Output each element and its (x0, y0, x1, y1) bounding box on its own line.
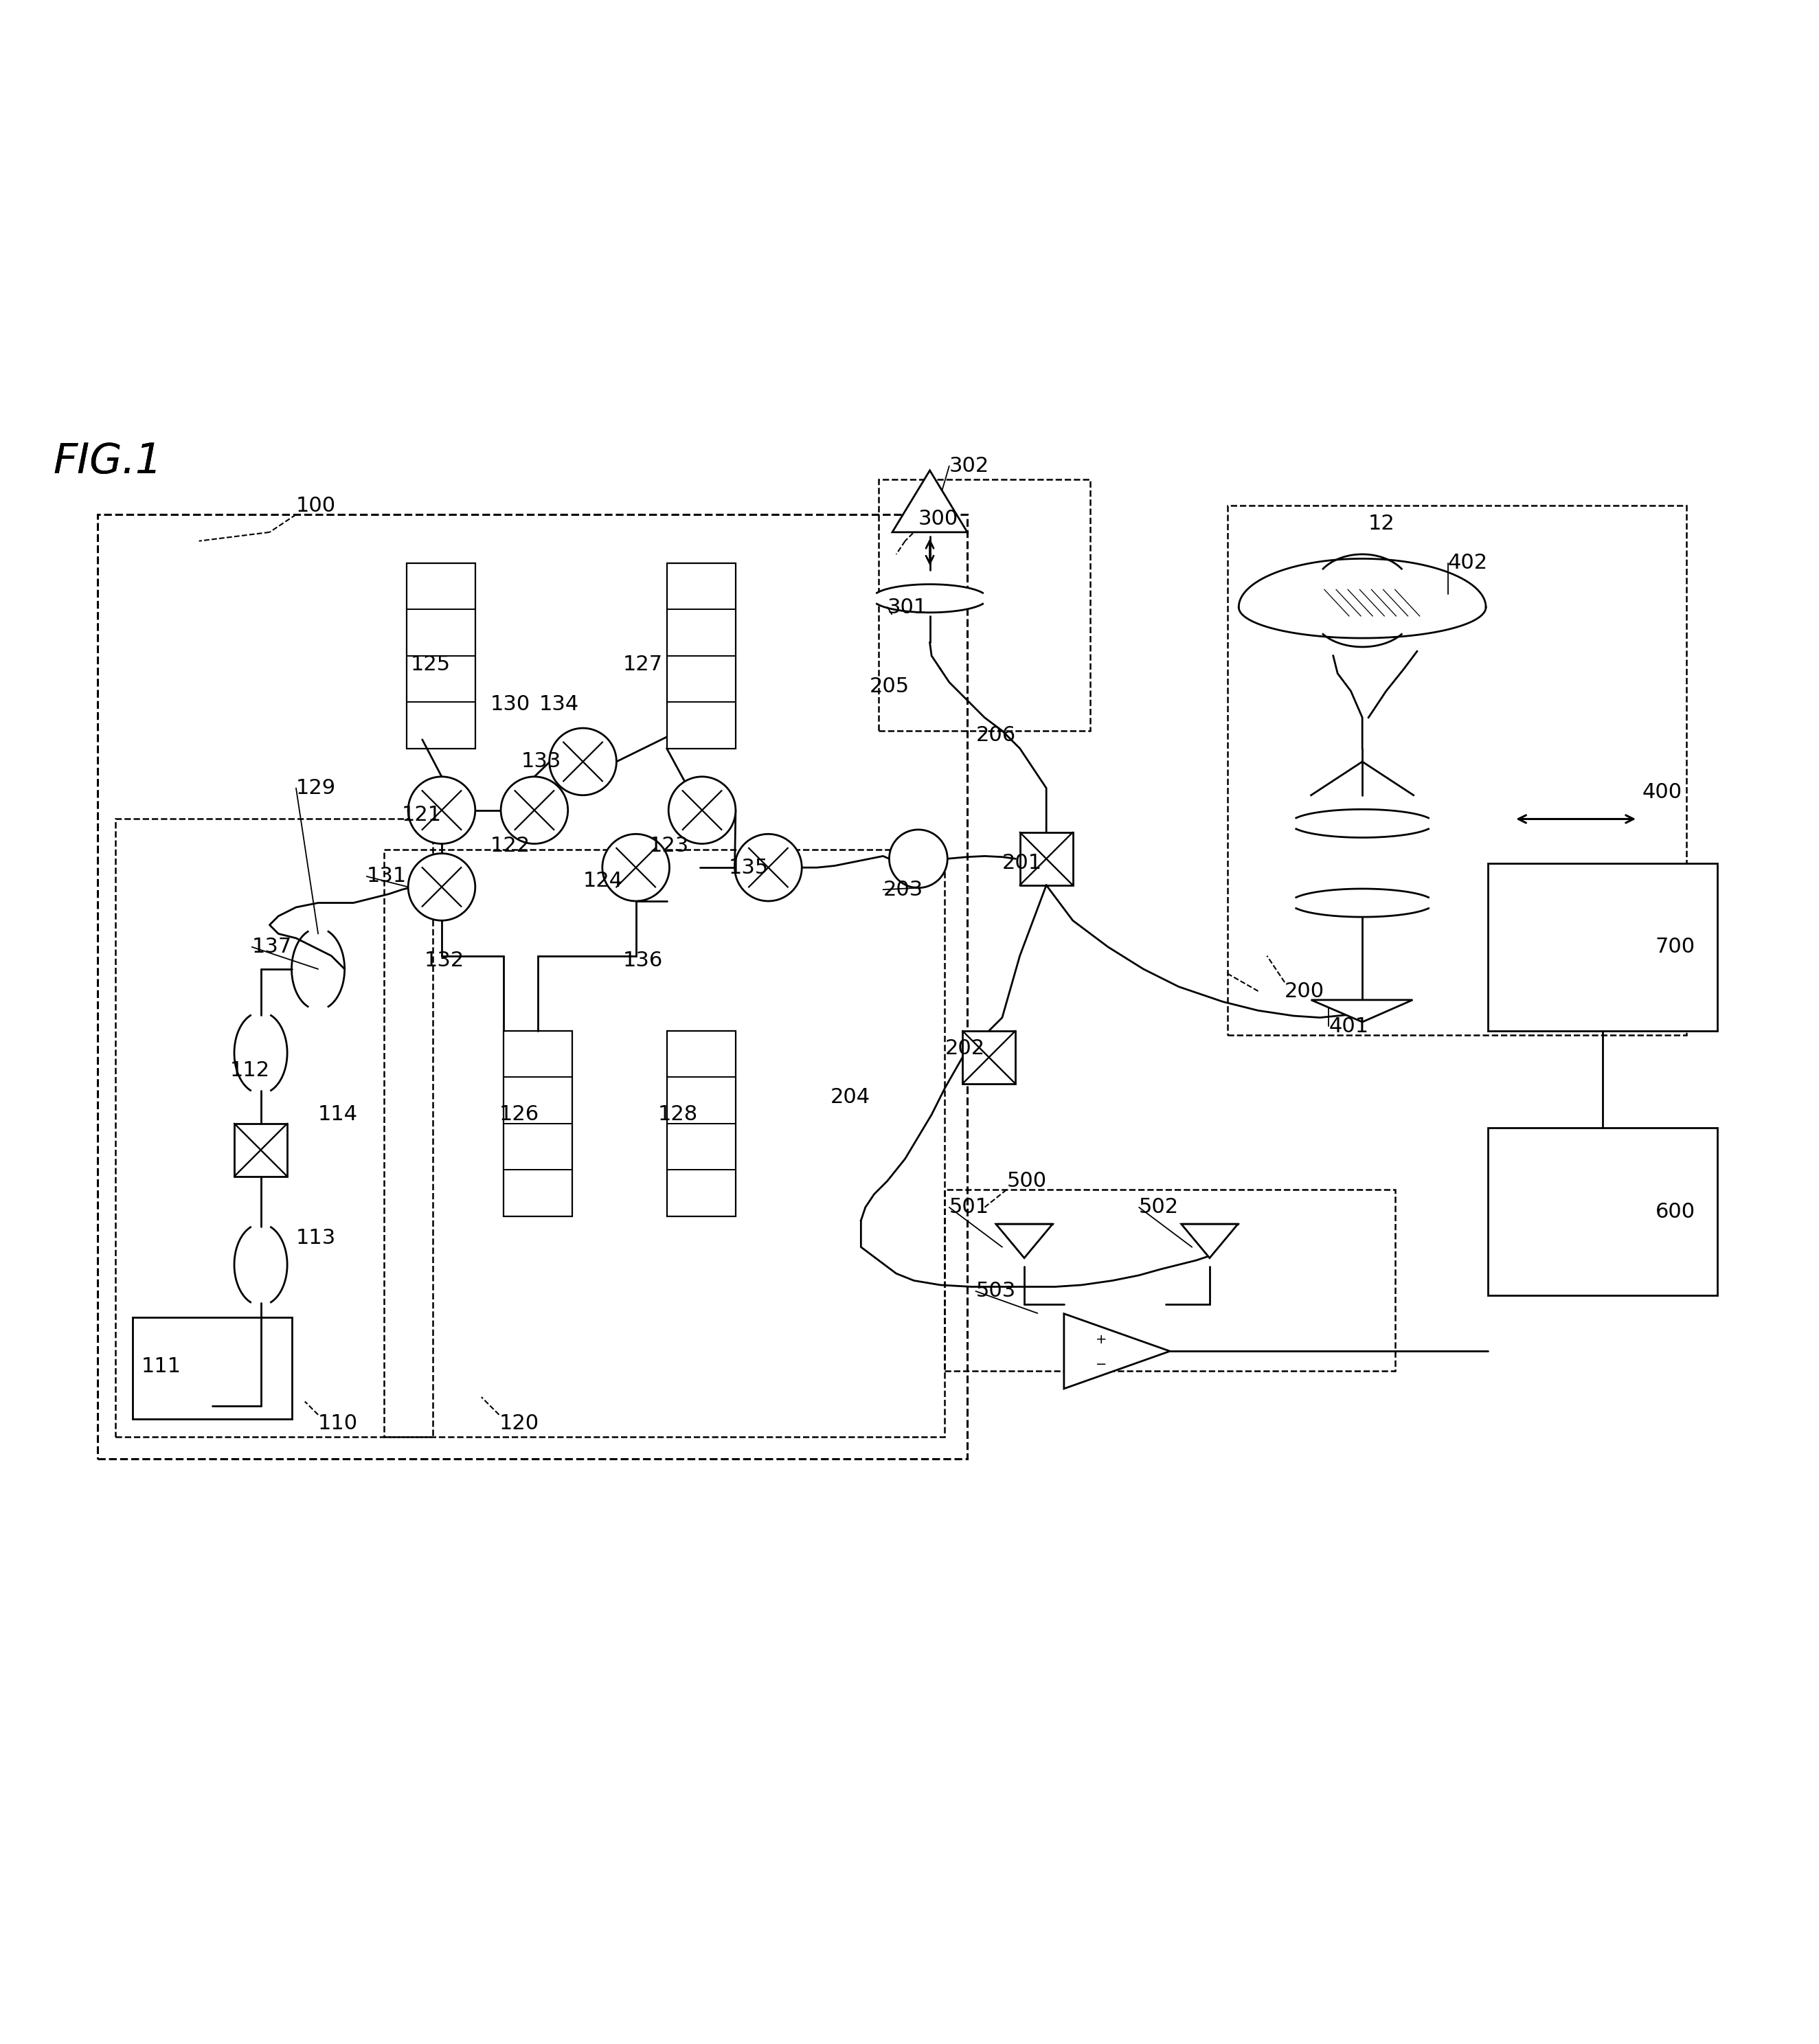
Text: 502: 502 (1139, 1198, 1179, 1218)
Text: 112: 112 (229, 1061, 269, 1081)
Text: 123: 123 (649, 836, 689, 856)
Text: 137: 137 (251, 936, 291, 957)
Circle shape (549, 728, 617, 795)
Bar (1020, 832, 1073, 885)
Circle shape (407, 854, 475, 920)
Text: 203: 203 (882, 879, 922, 899)
Text: +: + (1095, 1333, 1106, 1347)
Text: 503: 503 (975, 1282, 1015, 1302)
Circle shape (602, 834, 669, 901)
Polygon shape (1064, 1314, 1170, 1388)
Text: 113: 113 (296, 1228, 337, 1249)
Text: 127: 127 (622, 654, 662, 675)
Text: 600: 600 (1655, 1202, 1695, 1222)
Text: 129: 129 (296, 779, 337, 797)
Text: 136: 136 (622, 950, 662, 971)
Bar (668, 562, 735, 748)
Text: 400: 400 (1643, 783, 1683, 803)
Text: 100: 100 (296, 497, 337, 515)
Polygon shape (1181, 1224, 1239, 1257)
Text: 135: 135 (729, 858, 769, 877)
Text: 111: 111 (142, 1357, 182, 1376)
Bar (1488, 1128, 1717, 1296)
Text: 301: 301 (888, 597, 928, 617)
Text: FIG.1: FIG.1 (53, 442, 162, 482)
Text: 206: 206 (975, 726, 1015, 746)
Text: 122: 122 (491, 836, 529, 856)
Text: 202: 202 (944, 1038, 984, 1059)
Polygon shape (997, 1224, 1053, 1257)
Bar (384, 850, 944, 1437)
Circle shape (407, 777, 475, 844)
Text: 700: 700 (1655, 936, 1695, 957)
Text: 134: 134 (538, 695, 578, 713)
Bar (668, 1030, 735, 1216)
Text: 110: 110 (318, 1414, 358, 1433)
Text: 131: 131 (367, 867, 407, 887)
Text: 402: 402 (1448, 554, 1488, 572)
Text: 200: 200 (1284, 981, 1324, 1002)
Circle shape (500, 777, 568, 844)
Text: 120: 120 (498, 1414, 538, 1433)
Bar (235, 1124, 287, 1177)
Text: 124: 124 (582, 871, 622, 891)
Bar (1488, 863, 1717, 1030)
Text: 205: 205 (869, 677, 910, 697)
Text: 130: 130 (491, 695, 531, 713)
Text: 128: 128 (658, 1104, 698, 1124)
Circle shape (669, 777, 735, 844)
Bar (962, 1030, 1015, 1083)
Text: 204: 204 (829, 1087, 869, 1108)
Text: 114: 114 (318, 1104, 358, 1124)
Polygon shape (1311, 1000, 1413, 1022)
Text: 500: 500 (1006, 1171, 1046, 1192)
Circle shape (889, 830, 948, 887)
Bar (406, 562, 475, 748)
Text: 401: 401 (1328, 1016, 1368, 1036)
Text: 132: 132 (424, 950, 464, 971)
Text: 300: 300 (919, 509, 959, 529)
Text: −: − (1095, 1357, 1106, 1372)
Bar (879, 478, 1090, 732)
Text: 125: 125 (411, 654, 451, 675)
Text: FIG.1: FIG.1 (53, 442, 162, 482)
Polygon shape (893, 470, 968, 531)
Bar (133, 1318, 291, 1419)
Text: 126: 126 (498, 1104, 538, 1124)
Bar (944, 1190, 1395, 1372)
Text: 201: 201 (1002, 852, 1042, 873)
Text: 121: 121 (402, 805, 442, 824)
Text: 501: 501 (950, 1198, 990, 1218)
Bar (115, 820, 433, 1437)
Bar (1228, 505, 1686, 1034)
Bar (504, 1030, 573, 1216)
Text: 133: 133 (520, 752, 562, 773)
Text: 12: 12 (1368, 513, 1395, 533)
Circle shape (735, 834, 802, 901)
Text: 302: 302 (950, 456, 990, 476)
Bar (98, 515, 968, 1459)
